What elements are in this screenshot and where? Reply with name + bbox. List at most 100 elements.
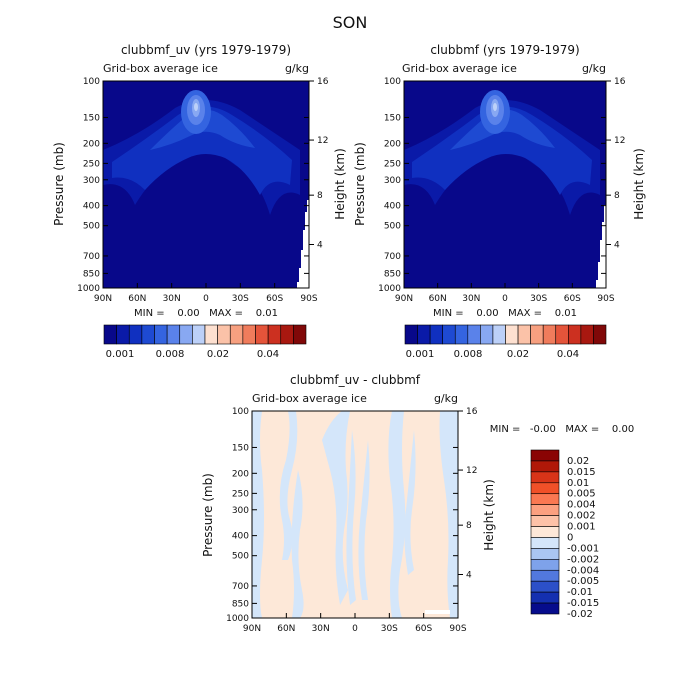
height-tick-label: 8 [614,191,620,201]
panel-1-colorbar [103,324,307,345]
y-tick-label: 100 [384,77,401,87]
x-tick-label: 60S [564,294,581,304]
colorbar-label: 0.008 [156,349,185,360]
y-tick-label: 200 [384,139,401,149]
colorbar-box [530,548,560,560]
panel-3-colorbar: 0.020.0150.010.0050.0040.0020.0010-0.001… [530,449,599,620]
colorbar-box [128,324,143,345]
colorbar-box [530,515,560,527]
x-tick-label: 90S [449,624,466,634]
colorbar-label: -0.02 [567,609,593,620]
panel-1: clubbmf_uv (yrs 1979-1979) Grid-box aver… [52,43,347,360]
colorbar-box [467,324,481,345]
colorbar-box [204,324,218,345]
height-tick-label: 12 [466,466,477,476]
colorbar-label: 0 [567,532,573,543]
y-tick-label: 150 [384,113,401,123]
x-tick-label: 0 [352,624,358,634]
x-tick-label: 60S [266,294,283,304]
colorbar-box [530,471,560,484]
y-tick-label: 300 [384,176,401,186]
colorbar-box [593,324,607,345]
y-tick-label: 500 [83,222,100,232]
panel-2-stats: MIN = 0.00 MAX = 0.01 [433,308,577,319]
y-tick-label: 250 [83,159,100,169]
height-tick-label: 4 [466,571,472,581]
height-tick-label: 16 [317,77,329,87]
panel-1-units: g/kg [285,62,309,75]
colorbar-box [530,504,560,516]
colorbar-label: -0.002 [567,554,599,565]
colorbar-box [530,559,560,571]
page-title: SON [333,13,368,32]
panel-1-ylabel: Pressure (mb) [52,142,66,226]
y-tick-label: 700 [83,252,100,262]
colorbar-label: 0.001 [106,349,135,360]
colorbar-box [530,482,560,495]
height-tick-label: 4 [614,241,620,251]
x-tick-label: 30N [462,294,480,304]
colorbar-label: -0.004 [567,565,599,576]
colorbar-box [542,324,557,345]
panel-3-ylabel: Pressure (mb) [201,473,215,557]
y-tick-label: 400 [232,532,249,542]
panel-2-subtitle: Grid-box average ice [402,62,517,75]
colorbar-box [429,324,443,345]
colorbar-box [555,324,569,345]
colorbar-label: 0.04 [257,349,279,360]
x-tick-label: 0 [203,294,209,304]
x-tick-label: 90N [94,294,112,304]
colorbar-label: 0.002 [567,511,596,522]
height-tick-label: 12 [317,136,328,146]
colorbar-box [568,324,582,345]
colorbar-label: 0.001 [567,522,596,533]
x-tick-label: 30N [312,624,330,634]
colorbar-label: 0.01 [567,478,589,489]
colorbar-box [530,460,560,473]
colorbar-box [505,324,519,345]
x-tick-label: 60S [415,624,432,634]
y-tick-label: 850 [83,269,100,279]
colorbar-box [217,324,231,345]
colorbar-box [166,324,181,345]
colorbar-label: -0.001 [567,543,599,554]
panel-2-colorbar-labels: 0.001 0.008 0.02 0.04 [406,349,579,360]
y-tick-label: 150 [83,113,100,123]
colorbar-label: -0.005 [567,576,599,587]
colorbar-box [293,324,307,345]
x-tick-label: 60N [128,294,146,304]
colorbar-box [530,602,560,615]
colorbar-box [255,324,269,345]
y-tick-label: 200 [83,139,100,149]
colorbar-label: 0.02 [567,456,589,467]
colorbar-label: -0.01 [567,587,593,598]
x-tick-label: 90N [395,294,413,304]
y-tick-label: 1000 [77,284,100,294]
colorbar-box [480,324,494,345]
y-tick-label: 700 [232,582,249,592]
colorbar-box [530,526,560,538]
colorbar-box [530,493,560,505]
panel-3-stats: MIN = -0.00 MAX = 0.00 [490,424,634,435]
colorbar-box [530,591,560,604]
x-tick-label: 90S [597,294,614,304]
colorbar-box [530,580,560,593]
colorbar-box [530,537,560,549]
y-tick-label: 850 [232,599,249,609]
x-tick-label: 90S [300,294,317,304]
colorbar-box [280,324,294,345]
y-tick-label: 300 [83,176,100,186]
colorbar-box [530,449,560,462]
colorbar-box [442,324,456,345]
colorbar-label: 0.008 [454,349,483,360]
y-tick-label: 100 [232,407,249,417]
colorbar-box [229,324,244,345]
panel-3-title: clubbmf_uv - clubbmf [290,373,421,387]
colorbar-box [417,324,431,345]
colorbar-label: 0.001 [406,349,435,360]
panel-3-units: g/kg [434,392,458,405]
y-tick-label: 500 [384,222,401,232]
panel-1-ylabel-right: Height (km) [333,148,347,219]
y-tick-label: 250 [232,489,249,499]
colorbar-box [141,324,155,345]
